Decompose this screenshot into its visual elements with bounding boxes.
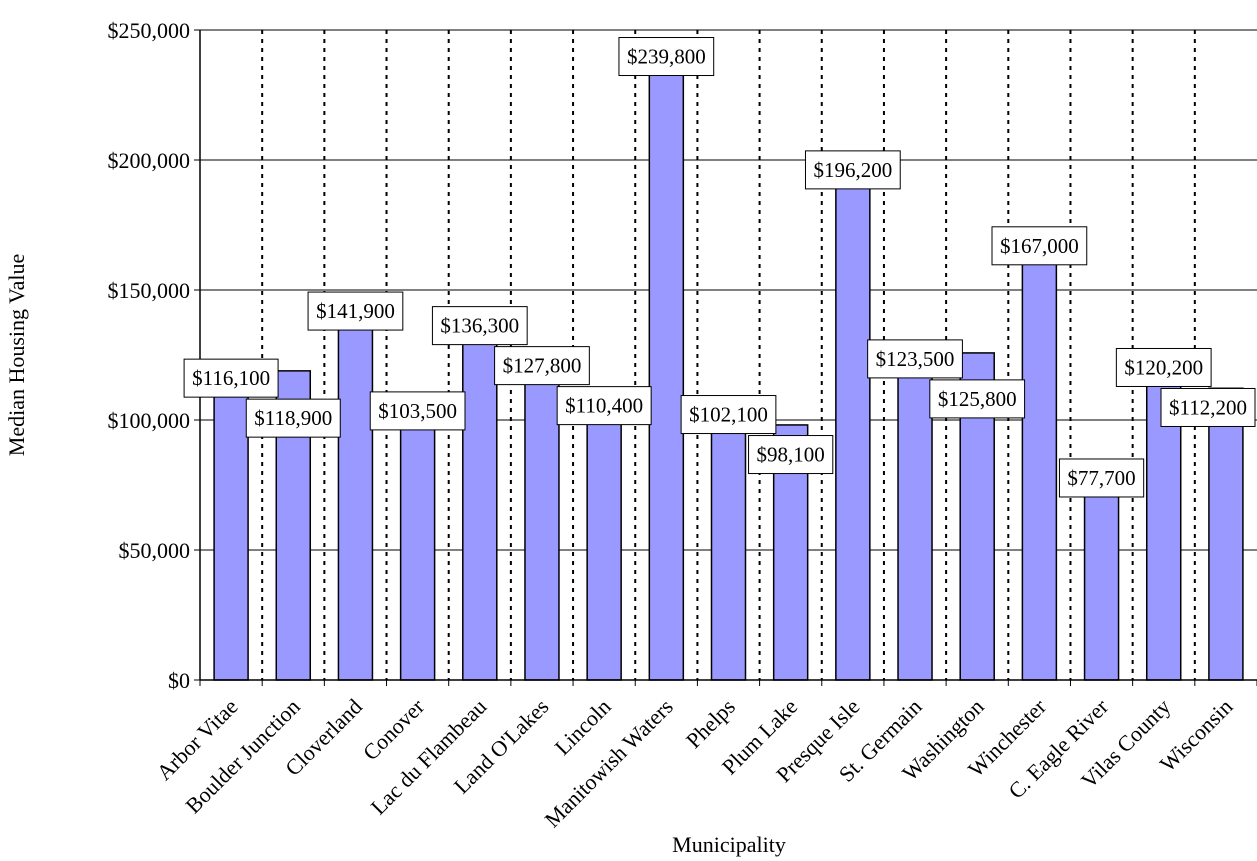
data-label: $120,200 (1124, 355, 1203, 379)
bar (586, 392, 622, 681)
data-labels: $116,100 $118,900 $141,900 $103,500 $136,300… (183, 37, 1256, 498)
bar (1021, 245, 1058, 681)
data-label: $102,100 (689, 403, 768, 427)
data-label: $196,200 (813, 158, 892, 182)
data-label-box (867, 339, 963, 379)
data-label: $116,100 (192, 366, 270, 390)
data-label: $110,400 (565, 394, 643, 418)
data-label-box (991, 226, 1088, 266)
data-label-box (556, 386, 652, 426)
data-label-box (804, 150, 901, 190)
data-label-box (618, 37, 715, 77)
data-label: $127,800 (503, 354, 582, 378)
bar (337, 310, 374, 681)
data-label-box (245, 398, 341, 438)
bar (648, 55, 685, 681)
bar (213, 377, 249, 681)
bar (897, 358, 933, 681)
data-label: $239,800 (627, 45, 706, 69)
y-tick-label: $50,000 (119, 538, 191, 563)
data-label-box (183, 358, 279, 398)
data-label: $123,500 (876, 347, 955, 371)
data-label: $118,900 (254, 406, 332, 430)
data-label: $103,500 (378, 399, 457, 423)
bar (710, 413, 747, 681)
bar (1208, 387, 1244, 681)
data-label-box (369, 391, 466, 431)
data-label-box (307, 291, 404, 331)
bar (524, 346, 560, 681)
bars (213, 55, 1244, 681)
y-tick-label: $250,000 (108, 18, 191, 43)
y-tick-label: $100,000 (108, 408, 191, 433)
data-label-box (929, 379, 1026, 419)
data-label-box (748, 435, 834, 475)
data-label: $167,000 (1000, 234, 1079, 258)
data-label-box (1115, 347, 1212, 387)
data-label: $98,100 (757, 443, 825, 467)
data-label: $125,800 (938, 387, 1017, 411)
data-label: $136,300 (440, 314, 519, 338)
bar (462, 324, 498, 681)
y-tick-label: $200,000 (108, 148, 191, 173)
data-label-box (494, 346, 590, 386)
y-tick-label: $0 (168, 668, 190, 693)
bar (835, 169, 871, 681)
data-label: $112,200 (1169, 395, 1247, 419)
y-axis-title: Median Housing Value (4, 254, 29, 456)
data-label-box (1160, 387, 1256, 427)
data-label-box (680, 395, 777, 435)
y-tick-label: $150,000 (108, 278, 191, 303)
data-label: $77,700 (1067, 466, 1135, 490)
bar (1083, 477, 1120, 681)
data-label-box (1058, 458, 1145, 498)
bar (399, 410, 436, 681)
data-label: $141,900 (316, 299, 395, 323)
data-label-box (431, 306, 528, 346)
x-tick-label: Phelps (681, 694, 740, 753)
x-axis-title: Municipality (672, 832, 786, 857)
